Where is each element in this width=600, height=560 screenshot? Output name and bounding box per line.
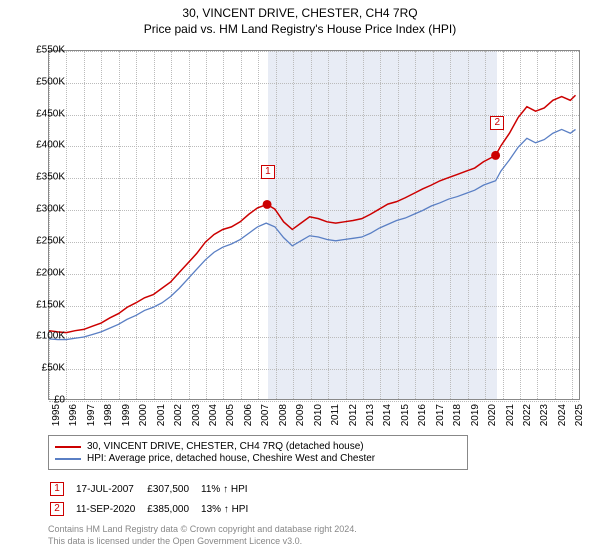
transaction-date: 11-SEP-2020 (76, 500, 145, 518)
chart-subtitle: Price paid vs. HM Land Registry's House … (0, 20, 600, 36)
x-axis-label: 2007 (260, 404, 271, 444)
x-axis-label: 2019 (470, 404, 481, 444)
x-axis-label: 2010 (313, 404, 324, 444)
chart-lines (49, 51, 579, 399)
legend-swatch (55, 446, 81, 448)
marker-point-1 (263, 200, 271, 208)
y-axis-label: £300K (25, 204, 65, 215)
x-axis-label: 2012 (348, 404, 359, 444)
x-axis-label: 2004 (208, 404, 219, 444)
footer-attribution: Contains HM Land Registry data © Crown c… (48, 524, 357, 547)
x-axis-label: 2001 (156, 404, 167, 444)
gridline-horizontal (49, 401, 579, 402)
transaction-date: 17-JUL-2007 (76, 480, 145, 498)
x-axis-label: 1999 (121, 404, 132, 444)
x-axis-label: 2025 (574, 404, 585, 444)
y-axis-label: £200K (25, 267, 65, 278)
y-axis-label: £150K (25, 299, 65, 310)
x-axis-label: 2014 (382, 404, 393, 444)
x-axis-label: 2003 (191, 404, 202, 444)
transaction-price: £307,500 (147, 480, 199, 498)
footer-line-2: This data is licensed under the Open Gov… (48, 536, 357, 548)
transaction-price: £385,000 (147, 500, 199, 518)
x-axis-label: 2017 (435, 404, 446, 444)
x-axis-label: 2015 (400, 404, 411, 444)
y-axis-label: £350K (25, 172, 65, 183)
x-axis-label: 2018 (452, 404, 463, 444)
transaction-delta: 11% ↑ HPI (201, 480, 258, 498)
x-axis-label: 2022 (522, 404, 533, 444)
x-axis-label: 1996 (68, 404, 79, 444)
x-axis-label: 1998 (103, 404, 114, 444)
series-hpi (49, 129, 576, 339)
x-axis-label: 2009 (295, 404, 306, 444)
y-axis-label: £250K (25, 235, 65, 246)
y-axis-label: £400K (25, 140, 65, 151)
transaction-table: 1 17-JUL-2007£307,50011% ↑ HPI 2 11-SEP-202… (48, 478, 260, 520)
y-axis-label: £550K (25, 45, 65, 56)
transaction-row: 2 11-SEP-2020£385,00013% ↑ HPI (50, 500, 258, 518)
x-axis-label: 2008 (278, 404, 289, 444)
x-axis-label: 2023 (539, 404, 550, 444)
x-axis-label: 2020 (487, 404, 498, 444)
marker-label-1: 1 (261, 165, 275, 179)
y-axis-label: £50K (25, 363, 65, 374)
transaction-row: 1 17-JUL-2007£307,50011% ↑ HPI (50, 480, 258, 498)
legend-row: HPI: Average price, detached house, Ches… (55, 453, 461, 464)
legend-swatch (55, 458, 81, 460)
y-axis-label: £500K (25, 76, 65, 87)
chart-container: 30, VINCENT DRIVE, CHESTER, CH4 7RQ Pric… (0, 0, 600, 560)
y-axis-label: £450K (25, 108, 65, 119)
x-axis-label: 2013 (365, 404, 376, 444)
y-axis-label: £100K (25, 331, 65, 342)
marker-label-2: 2 (490, 116, 504, 130)
x-axis-label: 2005 (225, 404, 236, 444)
x-axis-label: 2006 (243, 404, 254, 444)
transaction-marker: 1 (50, 482, 64, 496)
x-axis-label: 2024 (557, 404, 568, 444)
transaction-marker: 2 (50, 502, 64, 516)
series-property (49, 95, 576, 332)
footer-line-1: Contains HM Land Registry data © Crown c… (48, 524, 357, 536)
x-axis-label: 2002 (173, 404, 184, 444)
x-axis-label: 1995 (51, 404, 62, 444)
transaction-delta: 13% ↑ HPI (201, 500, 258, 518)
x-axis-label: 1997 (86, 404, 97, 444)
marker-point-2 (492, 151, 500, 159)
x-axis-label: 2016 (417, 404, 428, 444)
x-axis-label: 2021 (505, 404, 516, 444)
chart-title: 30, VINCENT DRIVE, CHESTER, CH4 7RQ (0, 0, 600, 20)
x-axis-label: 2011 (330, 404, 341, 444)
x-axis-label: 2000 (138, 404, 149, 444)
legend-label: HPI: Average price, detached house, Ches… (87, 453, 375, 464)
plot-area: 12 (48, 50, 580, 400)
